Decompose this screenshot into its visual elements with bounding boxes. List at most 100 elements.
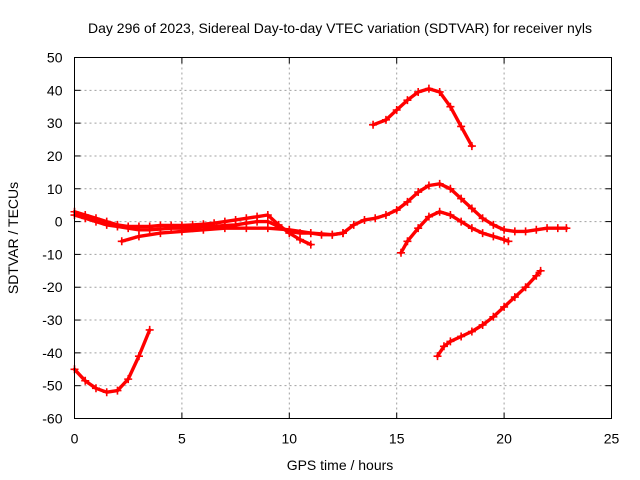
data-point (381, 115, 390, 124)
data-point (145, 222, 154, 231)
data-point (134, 222, 143, 231)
data-point (369, 120, 378, 129)
y-tick-label: 10 (47, 181, 63, 197)
x-tick-label: 0 (71, 431, 79, 447)
data-point (242, 214, 251, 223)
data-point (296, 235, 305, 244)
data-point (199, 225, 208, 234)
data-point (403, 237, 412, 246)
y-tick-label: 0 (55, 214, 63, 230)
data-point (91, 384, 100, 393)
y-tick-label: -60 (42, 411, 62, 427)
series-line (399, 209, 511, 255)
data-point (439, 342, 448, 351)
data-point (478, 320, 487, 329)
chart-title: Day 296 of 2023, Sidereal Day-to-day VTE… (88, 20, 592, 36)
data-point (381, 211, 390, 220)
data-point (392, 206, 401, 215)
series-line (371, 86, 474, 148)
data-point (532, 225, 541, 234)
data-point (263, 211, 272, 220)
data-point (424, 212, 433, 221)
data-point (446, 337, 455, 346)
y-tick-label: -10 (42, 246, 62, 262)
data-point (188, 220, 197, 229)
y-tick-label: 40 (47, 82, 63, 98)
data-point (510, 227, 519, 236)
series-line (72, 328, 152, 394)
data-point (91, 214, 100, 223)
data-point (113, 386, 122, 395)
data-point (349, 220, 358, 229)
series-track-4 (117, 224, 347, 246)
data-point (371, 214, 380, 223)
series-track-1 (70, 325, 154, 397)
data-point (446, 102, 455, 111)
data-point (478, 214, 487, 223)
data-point (424, 181, 433, 190)
data-point (504, 237, 513, 246)
data-point (134, 232, 143, 241)
data-point (156, 221, 165, 230)
data-point (446, 211, 455, 220)
data-point (532, 271, 541, 280)
data-point (242, 224, 251, 233)
data-point (117, 237, 126, 246)
data-point (457, 122, 466, 131)
data-point (177, 227, 186, 236)
data-point (396, 248, 405, 257)
data-point (489, 232, 498, 241)
data-point (414, 224, 423, 233)
series-track-3 (70, 207, 315, 249)
data-point (543, 224, 552, 233)
x-tick-label: 5 (178, 431, 186, 447)
y-tick-label: -40 (42, 345, 62, 361)
data-point (433, 352, 442, 361)
data-point (478, 229, 487, 238)
x-axis-label: GPS time / hours (287, 457, 394, 473)
data-point (392, 106, 401, 115)
data-point (231, 215, 240, 224)
data-point (220, 224, 229, 233)
y-tick-label: 20 (47, 148, 63, 164)
data-point (536, 266, 545, 275)
data-point (328, 230, 337, 239)
data-point (414, 188, 423, 197)
x-tick-label: 15 (389, 431, 405, 447)
data-point (113, 220, 122, 229)
series-track-5 (369, 84, 476, 151)
data-point (124, 222, 133, 231)
y-tick-label: 30 (47, 115, 63, 131)
data-point (253, 212, 262, 221)
data-point (467, 327, 476, 336)
data-point (435, 87, 444, 96)
y-tick-label: -50 (42, 378, 62, 394)
data-point (263, 224, 272, 233)
data-point (435, 207, 444, 216)
data-point (457, 194, 466, 203)
y-tick-label: 50 (47, 50, 63, 66)
data-point (500, 225, 509, 234)
data-point (81, 211, 90, 220)
series-track-7 (433, 266, 545, 361)
axis-ticks: 0 5 10 15 20 25 -60 -50 -40 -30 -20 -10 0 10 20 30 40 50 (42, 50, 619, 447)
data-point (435, 179, 444, 188)
y-tick-label: -20 (42, 279, 62, 295)
data-point (102, 388, 111, 397)
grid (74, 57, 612, 419)
data-point (446, 184, 455, 193)
x-tick-label: 10 (282, 431, 298, 447)
x-tick-label: 25 (604, 431, 620, 447)
data-point (102, 217, 111, 226)
data-point (467, 224, 476, 233)
data-point (145, 325, 154, 334)
data-point (562, 224, 571, 233)
data-point (285, 225, 294, 234)
data-point (210, 219, 219, 228)
data-point (457, 217, 466, 226)
series-track-6 (396, 207, 513, 257)
data-point (424, 84, 433, 93)
data-point (521, 283, 530, 292)
data-point (403, 96, 412, 105)
